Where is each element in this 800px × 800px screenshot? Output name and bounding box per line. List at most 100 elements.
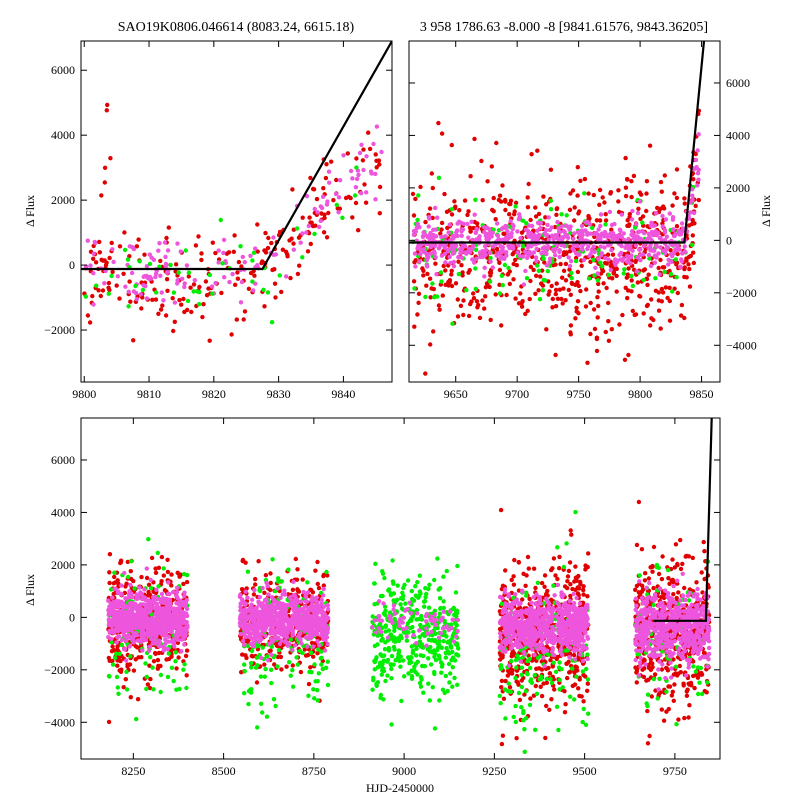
top-right-red-point [663, 285, 668, 290]
top-right-red-point [410, 191, 416, 197]
bottom-green-point [443, 650, 448, 656]
top-right-red-point [429, 171, 434, 176]
bottom-green-point [184, 685, 189, 691]
top-right-red-point [528, 264, 534, 270]
top-right-pink-point [630, 208, 635, 214]
top-left-ytick-label: −2000 [44, 323, 75, 337]
top-right-pink-point [660, 224, 665, 229]
bottom-red-point [694, 580, 699, 585]
bottom-green-point [451, 630, 457, 636]
top-left-pink-point [291, 247, 296, 252]
top-right-green-point [430, 281, 435, 286]
bottom-green-point [450, 684, 455, 689]
top-left-pink-point [216, 260, 221, 265]
top-right-pink-point [418, 252, 423, 257]
top-right-pink-point [559, 224, 564, 229]
top-right-pink-point [521, 282, 527, 287]
bottom-green-point [441, 574, 446, 579]
top-right-pink-point [571, 236, 576, 242]
top-right-red-point [572, 218, 577, 223]
bottom-pink-point [110, 595, 115, 600]
top-right-red-point [416, 291, 422, 296]
top-left-pink-point [242, 260, 247, 265]
top-right-pink-point [637, 229, 642, 234]
top-right-green-point [569, 275, 574, 281]
top-left-red-point [376, 158, 382, 163]
top-right-pink-point [435, 215, 440, 220]
top-right-xtick-label: 9700 [505, 387, 529, 401]
top-right-pink-point [411, 232, 417, 237]
top-right-red-point [466, 313, 472, 319]
bottom-green-point [440, 662, 445, 667]
top-left-green-point [250, 258, 255, 263]
bottom-red-point [303, 653, 309, 658]
top-right-pink-point [470, 257, 475, 262]
top-right-pink-point [602, 245, 607, 250]
bottom-green-point [375, 680, 381, 685]
bottom-green-point [441, 605, 446, 611]
top-left-pink-point [92, 239, 98, 245]
top-right-pink-point [678, 232, 684, 237]
top-right-pink-point [649, 237, 654, 243]
bottom-red-point [543, 735, 548, 741]
top-left-red-point [188, 285, 193, 290]
top-right-pink-point [507, 242, 513, 248]
top-left-red-point [373, 152, 378, 157]
top-right-pink-point [517, 212, 522, 217]
top-right-pink-point [523, 249, 528, 254]
bottom-green-point [421, 690, 426, 695]
top-left-red-point [241, 317, 246, 322]
top-right-pink-point [603, 255, 608, 261]
top-right-pink-point [482, 274, 487, 279]
bottom-pink-point [159, 591, 165, 597]
bottom-green-point [506, 681, 511, 686]
bottom-red-point [184, 648, 190, 653]
top-right-green-point [592, 273, 597, 278]
bottom-red-point [566, 568, 572, 574]
bottom-red-point [272, 662, 277, 667]
bottom-pink-point [140, 648, 145, 653]
bottom-red-point [539, 693, 545, 699]
bottom-green-point [381, 668, 387, 674]
bottom-green-point [311, 687, 316, 692]
top-left-pink-point [356, 172, 361, 178]
bottom-red-point [674, 595, 679, 601]
bottom-red-point [574, 578, 579, 583]
top-right-pink-point [633, 243, 639, 248]
top-right-pink-point [533, 255, 539, 260]
top-left-red-point [297, 263, 302, 268]
bottom-green-point [556, 665, 562, 670]
top-left-red-point [300, 215, 305, 220]
bottom-green-point [165, 674, 171, 680]
top-left-red-point [131, 338, 136, 343]
bottom-pink-point [174, 585, 180, 590]
top-right-pink-point [592, 231, 597, 237]
top-left-pink-point [239, 279, 245, 285]
top-right-pink-point [534, 246, 539, 252]
bottom-red-point [501, 696, 507, 701]
top-right-pink-point [448, 260, 453, 266]
bottom-red-point [570, 683, 575, 689]
top-right-green-point [674, 275, 679, 280]
bottom-red-point [268, 587, 273, 593]
bottom-green-point [393, 639, 398, 644]
top-right-pink-point [646, 231, 652, 237]
top-right-green-point [582, 191, 587, 196]
top-right-pink-point [443, 234, 448, 239]
top-right-pink-point [527, 249, 532, 255]
top-right-red-point [659, 286, 664, 292]
bottom-green-point [372, 581, 377, 586]
top-right-red-point [455, 297, 460, 302]
top-right-red-point [596, 303, 601, 309]
top-right-pink-point [445, 249, 451, 254]
top-right-red-point [603, 218, 609, 223]
top-left-red-point [235, 276, 241, 281]
top-right-pink-point [607, 209, 613, 215]
bottom-red-point [684, 689, 689, 694]
top-right-pink-point [555, 236, 560, 241]
top-left-red-point [93, 260, 99, 265]
top-right-pink-point [608, 231, 613, 236]
top-right-red-point [413, 258, 418, 263]
top-right-pink-point [433, 255, 438, 260]
bottom-green-point [699, 691, 705, 697]
